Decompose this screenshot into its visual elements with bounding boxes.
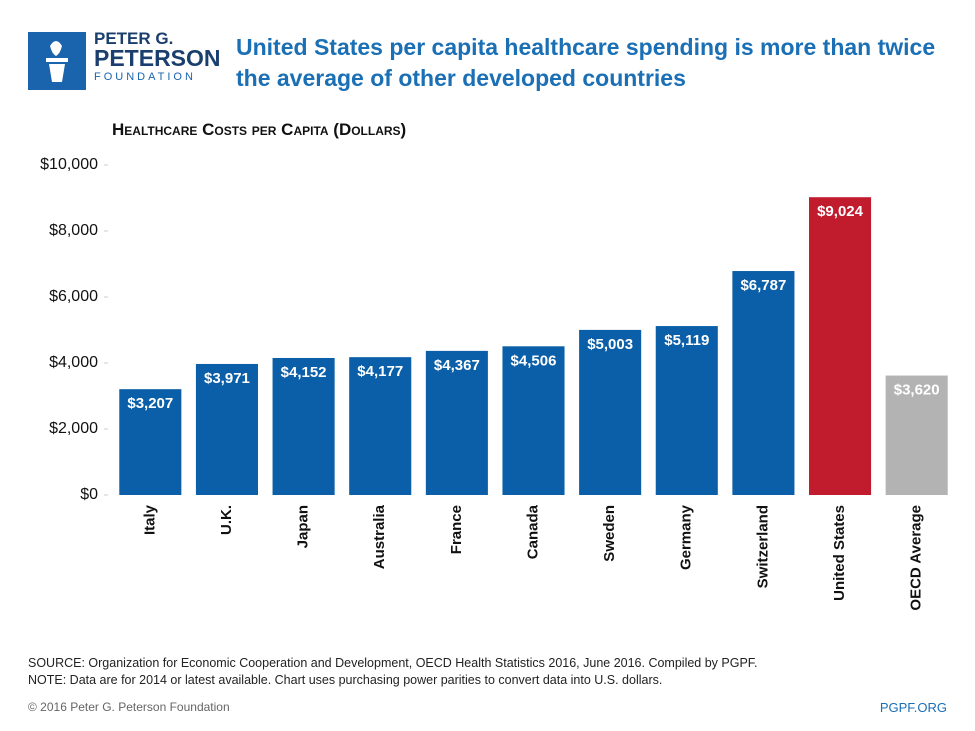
bar: [655, 326, 718, 495]
chart-subtitle: Healthcare Costs per Capita (Dollars): [112, 120, 407, 139]
x-tick-label: France: [448, 505, 465, 554]
logo-torch: [46, 41, 68, 82]
source-note: SOURCE: Organization for Economic Cooper…: [28, 656, 758, 670]
value-label: $5,119: [664, 332, 709, 349]
value-label: $3,207: [127, 395, 173, 412]
bar: [425, 350, 488, 495]
y-tick-label: $2,000: [49, 420, 98, 437]
y-tick-label: $10,000: [40, 156, 98, 173]
value-label: $3,620: [894, 382, 940, 399]
x-tick-label: Italy: [141, 504, 158, 535]
bar: [502, 346, 565, 495]
logo-icon: [28, 32, 86, 90]
copyright: © 2016 Peter G. Peterson Foundation: [28, 700, 230, 714]
x-tick-label: Canada: [524, 504, 541, 559]
x-tick-label: U.K.: [218, 505, 235, 535]
footnotes: SOURCE: Organization for Economic Cooper…: [28, 655, 758, 689]
y-tick-label: $6,000: [49, 288, 98, 305]
data-note: NOTE: Data are for 2014 or latest availa…: [28, 673, 663, 687]
x-tick-label: Japan: [295, 505, 312, 548]
bar: [885, 375, 948, 495]
logo-line: PETERSON: [94, 45, 221, 71]
chart-title: United States per capita healthcare spen…: [236, 34, 936, 91]
y-tick-label: $8,000: [49, 222, 98, 239]
value-label: $4,367: [434, 357, 480, 374]
bar: [119, 389, 182, 495]
logo-text: PETER G. PETERSON FOUNDATION: [94, 30, 221, 83]
value-label: $4,152: [281, 364, 327, 381]
bar: [809, 197, 872, 495]
chart: $0 $2,000 $4,000 $6,000 $8,000 $10,000 Italy $3…: [40, 156, 948, 611]
bar: [579, 329, 642, 495]
value-label: $9,024: [817, 203, 864, 220]
x-tick-label: Switzerland: [754, 505, 771, 588]
x-tick-label: Germany: [678, 504, 695, 570]
value-label: $4,177: [357, 363, 403, 380]
value-label: $4,506: [511, 352, 557, 369]
bar: [272, 357, 335, 495]
bar: [349, 357, 412, 495]
value-label: $5,003: [587, 336, 633, 353]
bar: [732, 271, 795, 495]
bar: [195, 363, 258, 495]
y-tick-label: $0: [80, 486, 98, 503]
site-link: PGPF.ORG: [879, 700, 947, 715]
x-tick-label: Sweden: [601, 505, 618, 562]
x-tick-label: United States: [831, 505, 848, 601]
value-label: $3,971: [204, 370, 250, 387]
value-label: $6,787: [740, 277, 786, 294]
logo-line: PETER G.: [94, 29, 174, 48]
x-tick-label: OECD Average: [908, 505, 925, 611]
y-tick-label: $4,000: [49, 354, 98, 371]
logo-line: FOUNDATION: [94, 71, 196, 83]
x-tick-label: Australia: [371, 504, 388, 569]
